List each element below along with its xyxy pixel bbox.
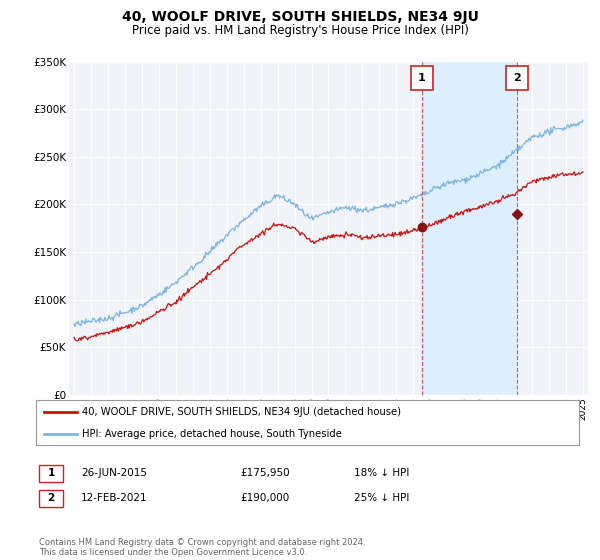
- Text: 1: 1: [418, 73, 425, 83]
- Text: Contains HM Land Registry data © Crown copyright and database right 2024.
This d: Contains HM Land Registry data © Crown c…: [39, 538, 365, 557]
- Text: 25% ↓ HPI: 25% ↓ HPI: [354, 493, 409, 503]
- Text: 12-FEB-2021: 12-FEB-2021: [81, 493, 148, 503]
- Bar: [422, 62, 517, 395]
- Text: 40, WOOLF DRIVE, SOUTH SHIELDS, NE34 9JU (detached house): 40, WOOLF DRIVE, SOUTH SHIELDS, NE34 9JU…: [82, 407, 401, 417]
- FancyBboxPatch shape: [411, 66, 433, 90]
- Text: 2: 2: [513, 73, 521, 83]
- Text: HPI: Average price, detached house, South Tyneside: HPI: Average price, detached house, Sout…: [82, 429, 342, 439]
- Text: £190,000: £190,000: [240, 493, 289, 503]
- Text: £175,950: £175,950: [240, 468, 290, 478]
- Text: 18% ↓ HPI: 18% ↓ HPI: [354, 468, 409, 478]
- Text: Price paid vs. HM Land Registry's House Price Index (HPI): Price paid vs. HM Land Registry's House …: [131, 24, 469, 36]
- Text: 2: 2: [47, 493, 55, 503]
- Text: 40, WOOLF DRIVE, SOUTH SHIELDS, NE34 9JU: 40, WOOLF DRIVE, SOUTH SHIELDS, NE34 9JU: [122, 10, 478, 24]
- FancyBboxPatch shape: [506, 66, 528, 90]
- Text: 1: 1: [47, 468, 55, 478]
- Text: 26-JUN-2015: 26-JUN-2015: [81, 468, 147, 478]
